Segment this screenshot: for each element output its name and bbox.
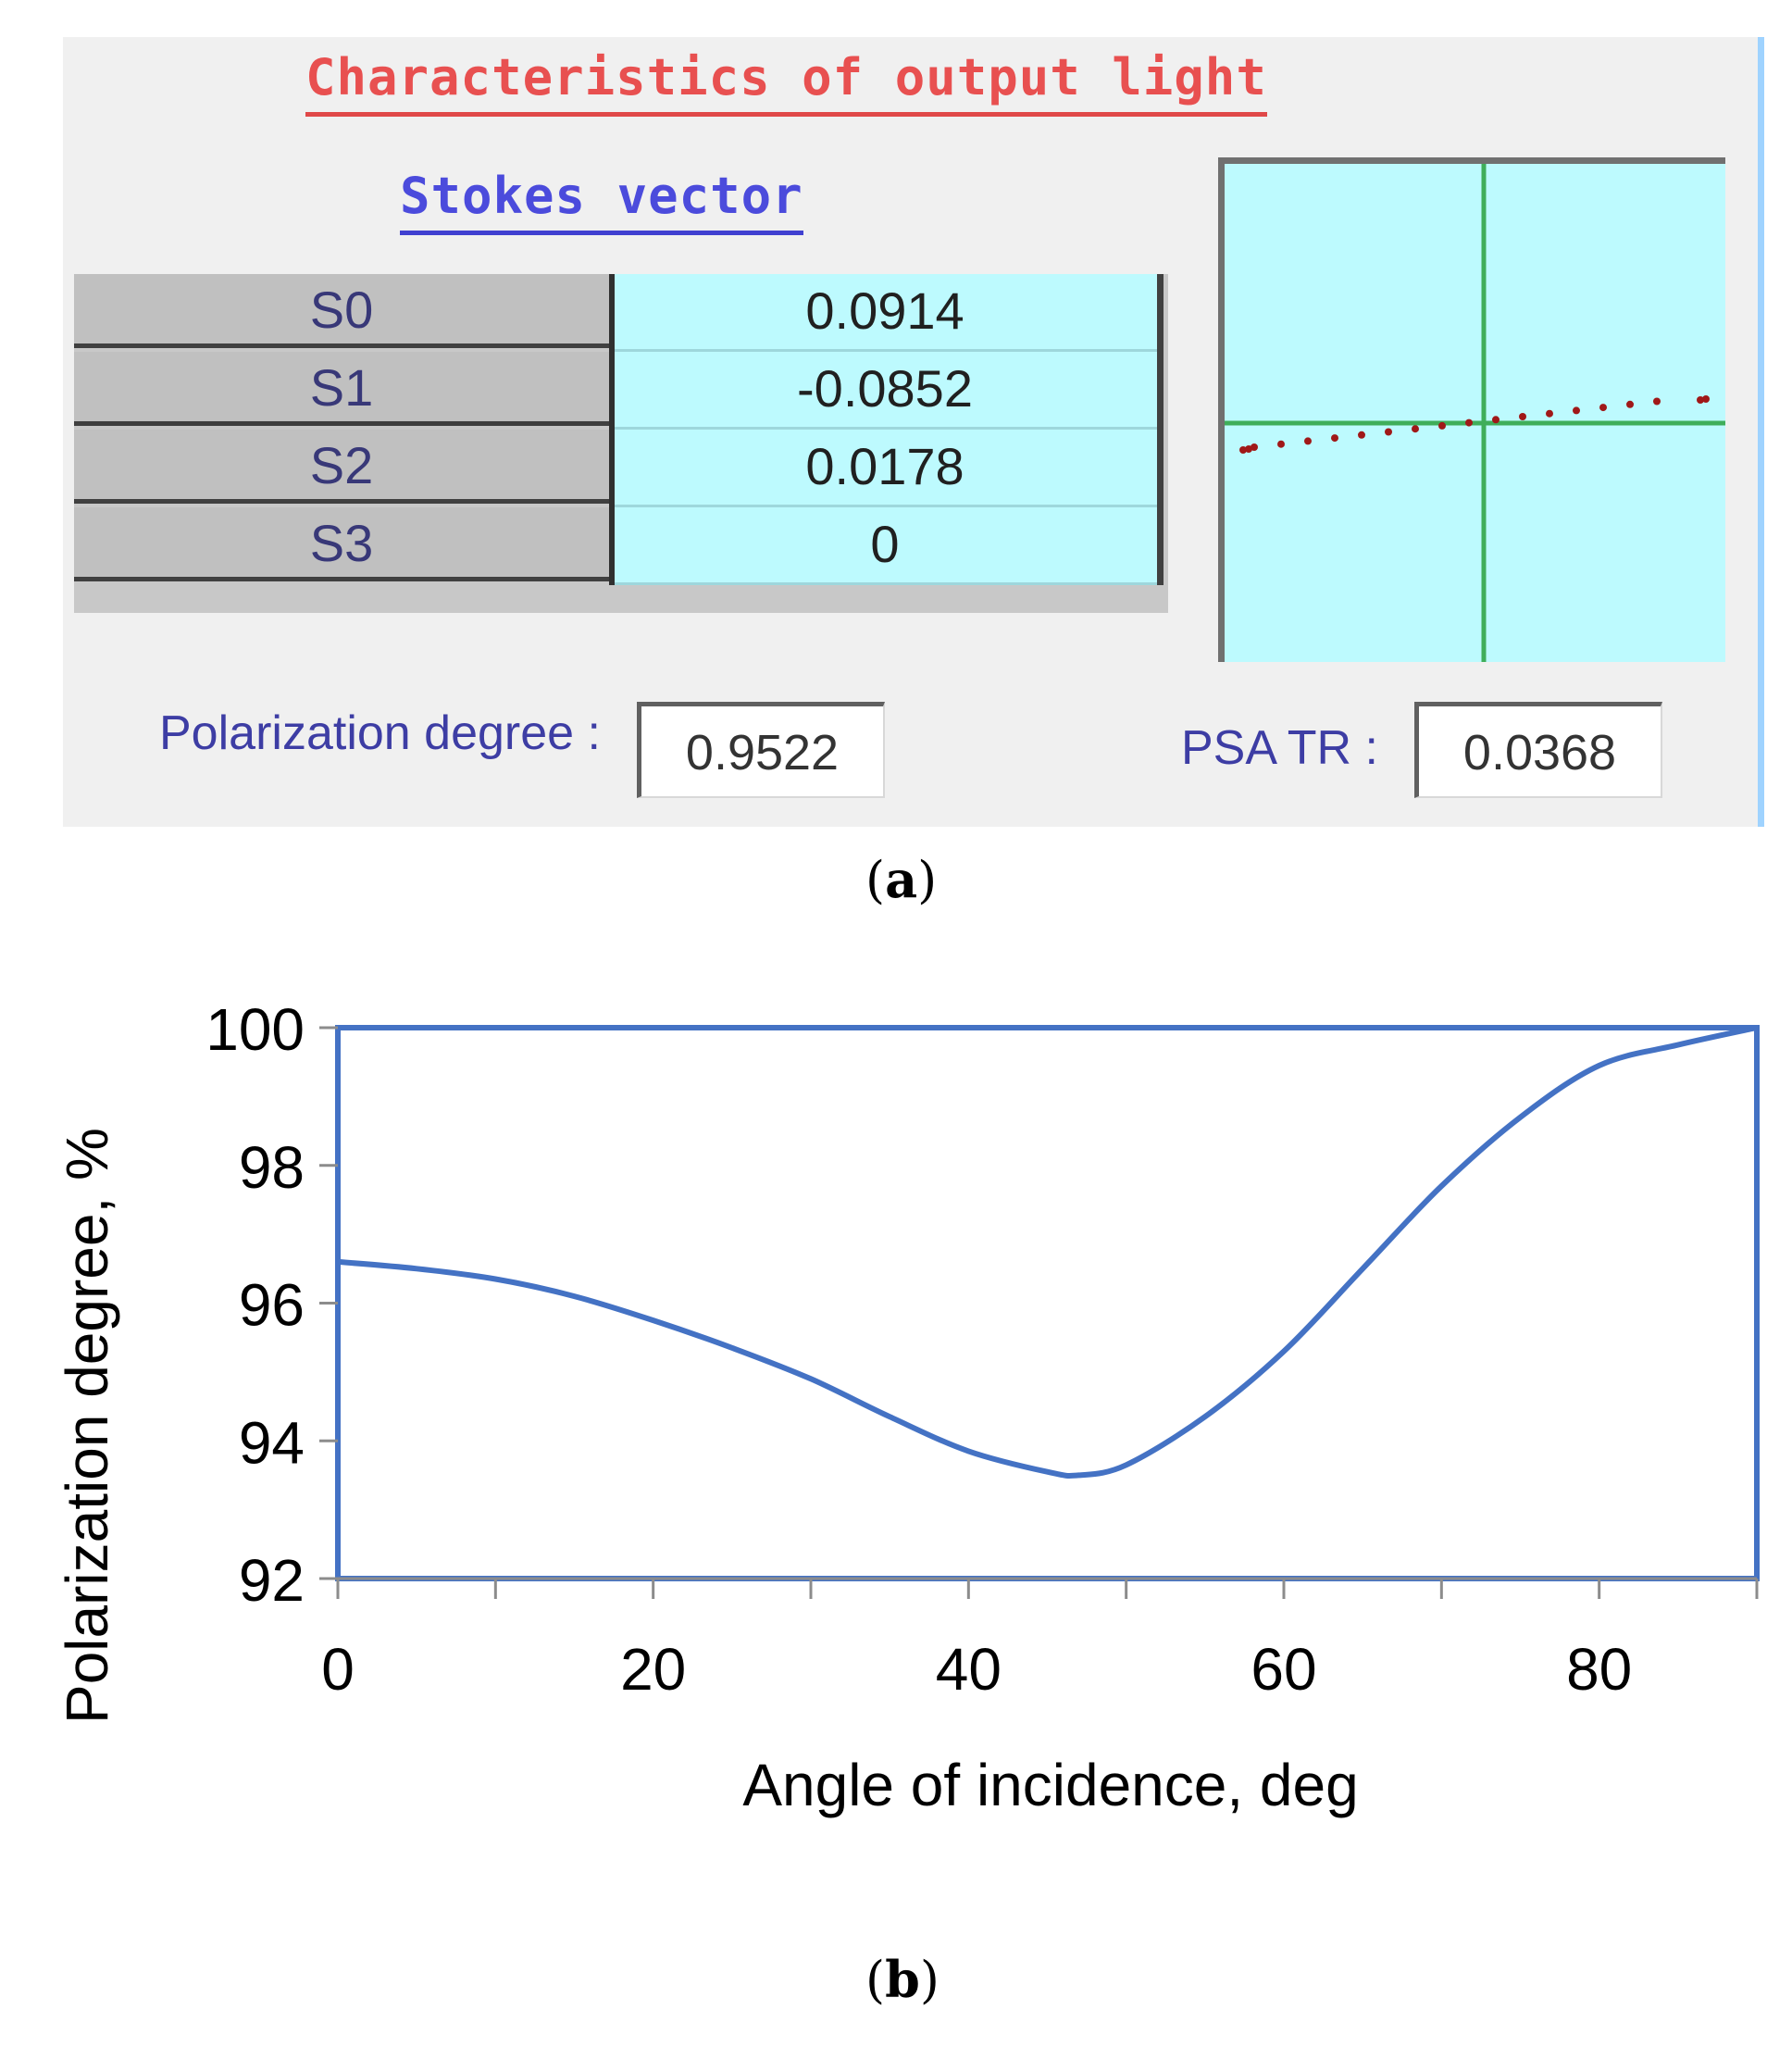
stokes-label-s1: S1	[74, 352, 609, 426]
scope-point	[1546, 409, 1553, 418]
x-tick-labels: 0 20 40 60 80	[321, 1636, 1632, 1703]
scope-point	[1573, 406, 1580, 415]
psa-tr-field[interactable]: 0.0368	[1414, 702, 1662, 798]
scope-point	[1702, 395, 1710, 403]
scope-point	[1277, 440, 1285, 448]
x-tick-label: 80	[1566, 1636, 1632, 1703]
y-tick-label: 92	[239, 1547, 305, 1614]
scope-point	[1385, 428, 1392, 436]
panel-border	[1758, 37, 1764, 827]
stokes-value-s1[interactable]: -0.0852	[613, 352, 1157, 430]
table-footer	[74, 585, 1168, 613]
stokes-label-s0: S0	[74, 274, 609, 348]
y-axis-label: Polarization degree, %	[54, 1128, 120, 1724]
stokes-vector-heading: Stokes vector	[400, 167, 803, 235]
x-tick-label: 20	[620, 1636, 686, 1703]
stokes-label-s3: S3	[74, 507, 609, 581]
scope-point	[1239, 446, 1247, 454]
y-tick-label: 98	[239, 1134, 305, 1201]
scope-point	[1492, 416, 1500, 424]
scope-point	[1438, 421, 1446, 430]
scope-point	[1331, 434, 1338, 443]
polarization-degree-field[interactable]: 0.9522	[637, 702, 885, 798]
series-line	[337, 1025, 1758, 1479]
polarization-chart: 100 98 96 94 92 0 20 40 60 80 Angle of incidence…	[54, 996, 1760, 1818]
panel-title: Characteristics of output light	[305, 48, 1267, 117]
scope-trace	[1239, 395, 1710, 454]
stokes-value-s3[interactable]: 0	[613, 507, 1157, 585]
scope-point	[1519, 413, 1526, 420]
scope-point	[1304, 437, 1312, 445]
table-divider	[609, 274, 615, 585]
plot-frame	[319, 1025, 1760, 1581]
scope-point	[1251, 443, 1258, 451]
stokes-value-s0[interactable]: 0.0914	[613, 274, 1157, 352]
caption-a: (a)	[865, 850, 938, 909]
table-row: S1 -0.0852	[74, 352, 1157, 430]
scope-point	[1697, 396, 1704, 404]
table-row: S3 0	[74, 507, 1157, 585]
scope-plot	[1225, 164, 1725, 662]
table-row: S0 0.0914	[74, 274, 1157, 352]
y-tick-label: 100	[205, 996, 305, 1063]
table-row: S2 0.0178	[74, 430, 1157, 507]
stokes-table: S0 0.0914 S1 -0.0852 S2 0.0178 S3 0	[74, 274, 1168, 613]
scope-point	[1412, 425, 1419, 433]
psa-tr-label: PSA TR :	[1181, 721, 1378, 775]
table-edge	[1157, 274, 1164, 585]
scope-point	[1653, 397, 1661, 406]
caption-a-letter: a	[885, 850, 918, 909]
scope-point	[1465, 418, 1473, 427]
caption-b-letter: b	[885, 1950, 920, 2009]
polarization-degree-label: Polarization degree :	[159, 706, 601, 760]
scope-point	[1626, 400, 1634, 408]
scope-point	[1358, 431, 1365, 439]
y-tick-label: 94	[239, 1409, 305, 1476]
stokes-label-s2: S2	[74, 430, 609, 504]
scope-point	[1599, 404, 1607, 412]
axis-ticks	[319, 1026, 1759, 1599]
x-tick-label: 0	[321, 1636, 355, 1703]
plot-border	[335, 1025, 1760, 1581]
y-tick-label: 96	[239, 1272, 305, 1339]
y-tick-labels: 100 98 96 94 92	[205, 996, 305, 1614]
polarization-scope	[1218, 157, 1725, 662]
x-axis-label: Angle of incidence, deg	[742, 1752, 1358, 1818]
x-tick-label: 40	[936, 1636, 1002, 1703]
series-group	[337, 1025, 1758, 1479]
caption-b: (b)	[865, 1950, 940, 2009]
stokes-value-s2[interactable]: 0.0178	[613, 430, 1157, 507]
x-tick-label: 60	[1251, 1636, 1316, 1703]
